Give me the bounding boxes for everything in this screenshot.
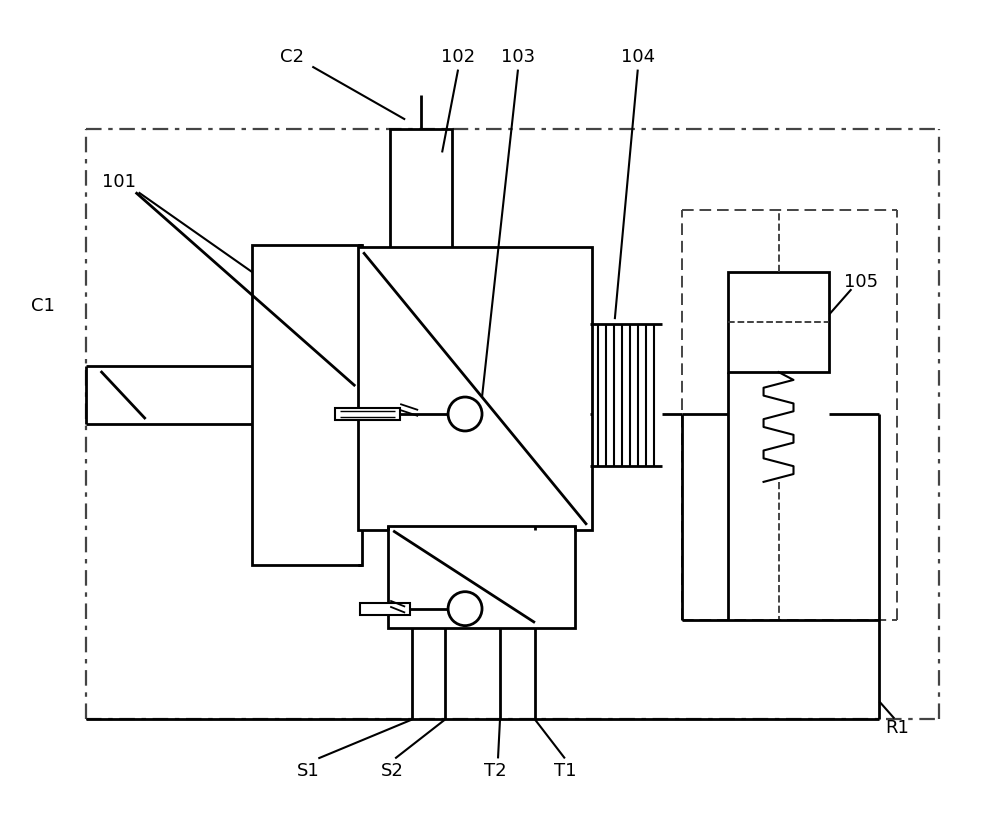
- Bar: [360, 602, 410, 615]
- Bar: [358, 247, 592, 530]
- Text: 104: 104: [621, 48, 655, 66]
- Bar: [728, 272, 829, 372]
- Bar: [335, 408, 400, 420]
- Text: 105: 105: [844, 274, 878, 291]
- Bar: [252, 246, 362, 564]
- Text: 103: 103: [501, 48, 535, 66]
- Text: 101: 101: [102, 173, 136, 191]
- Text: S1: S1: [297, 762, 320, 780]
- Text: C1: C1: [31, 297, 55, 315]
- Text: C2: C2: [280, 48, 304, 66]
- Text: R1: R1: [885, 719, 909, 737]
- Text: T2: T2: [484, 762, 506, 780]
- Text: S2: S2: [381, 762, 404, 780]
- Circle shape: [448, 592, 482, 625]
- Text: 102: 102: [441, 48, 475, 66]
- Circle shape: [448, 397, 482, 431]
- Bar: [390, 129, 452, 250]
- Text: T1: T1: [554, 762, 576, 780]
- Bar: [388, 526, 575, 628]
